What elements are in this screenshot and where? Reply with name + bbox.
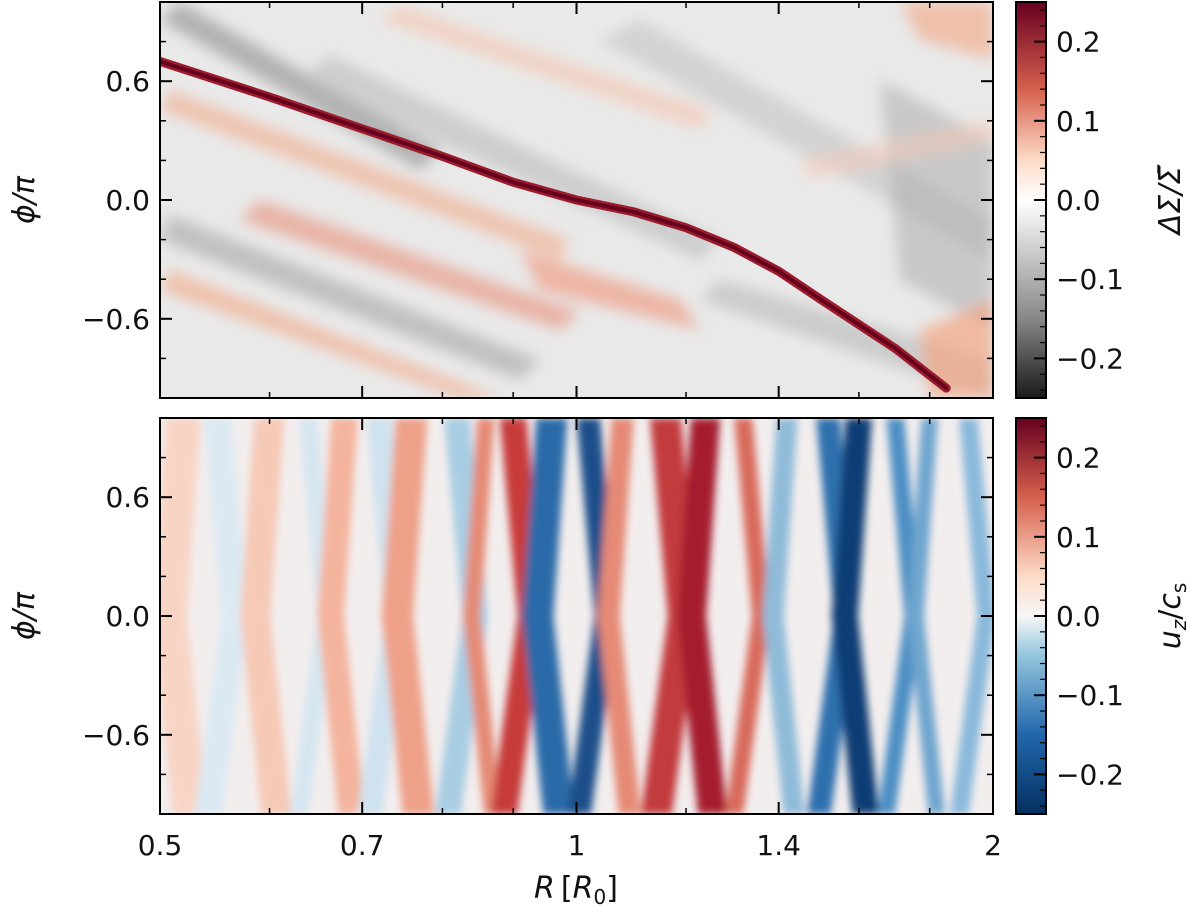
velocity-band	[317, 418, 365, 814]
velocity-band	[463, 418, 502, 814]
top-cbar-tick-label: 0.0	[1056, 184, 1101, 217]
velocity-band	[597, 418, 641, 814]
top-ytick-label: −0.6	[82, 303, 150, 336]
xtick-label: 0.5	[138, 829, 183, 862]
velocity-band	[762, 418, 805, 814]
xtick-label: 2	[984, 829, 1002, 862]
top-ytick-label: 0.0	[105, 184, 150, 217]
top-colorbar-label: ΔΣ/Σ̄	[1153, 164, 1188, 237]
bottom-heatmap	[160, 418, 993, 814]
xtick-label: 1.4	[756, 829, 801, 862]
bottom-cbar-tick-label: −0.1	[1056, 679, 1124, 712]
xtick-label: 0.7	[340, 829, 385, 862]
bottom-ytick-label: −0.6	[82, 719, 150, 752]
velocity-band	[950, 418, 993, 814]
bottom-cbar-tick-label: −0.2	[1056, 758, 1124, 791]
velocity-band	[677, 418, 728, 814]
bottom-ylabel: ϕ/π	[7, 591, 42, 640]
top-cbar-tick-label: 0.2	[1056, 26, 1101, 59]
velocity-band	[289, 418, 336, 814]
bottom-ytick-label: 0.0	[105, 600, 150, 633]
colorbar-ticks: 0.2 0.1 0.0 −0.1 −0.2 0.2 0.1 0.0 −0.1 −0.2	[1034, 9, 1124, 807]
velocity-band	[877, 418, 923, 814]
velocity-band	[831, 418, 879, 814]
x-axis-label-sub: 0	[593, 885, 606, 909]
bottom-cbar-tick-label: 0.2	[1056, 442, 1101, 475]
x-axis-label-R: R	[534, 871, 555, 906]
top-cbar-tick-label: −0.2	[1056, 342, 1124, 375]
top-cbar-tick-label: −0.1	[1056, 263, 1124, 296]
x-axis-label-R0: R	[573, 871, 594, 906]
velocity-band	[240, 418, 292, 814]
bottom-colorbar-label: uz/cs	[1153, 583, 1191, 650]
xtick-label: 1	[568, 829, 586, 862]
velocity-band	[160, 418, 208, 814]
top-ylabel: ϕ/π	[7, 175, 42, 224]
x-axis-label-open: [	[561, 871, 573, 906]
bottom-ytick-label: 0.6	[105, 481, 150, 514]
cbar-label-u: u	[1153, 630, 1188, 649]
axis-ticks: 0.6 0.0 −0.6 0.6 0.0 −0.6 0.5 0.7 1 1.4 2	[82, 1, 1002, 862]
top-cbar-tick-label: 0.1	[1056, 105, 1101, 138]
velocity-band	[907, 418, 945, 814]
cbar-label-c: c	[1153, 593, 1188, 610]
velocity-band	[381, 418, 435, 814]
cbar-label-u-sub: z	[1167, 619, 1191, 631]
velocity-band	[194, 418, 249, 814]
top-heatmap	[160, 2, 993, 398]
velocity-band	[522, 418, 575, 814]
x-axis-label: R [R0]	[534, 871, 618, 909]
bottom-cbar-tick-label: 0.0	[1056, 600, 1101, 633]
top-ytick-label: 0.6	[105, 65, 150, 98]
velocity-band	[725, 418, 771, 814]
x-axis-label-close: ]	[606, 871, 618, 906]
bottom-cbar-tick-label: 0.1	[1056, 521, 1101, 554]
cbar-label-slash: /	[1153, 609, 1188, 620]
cbar-label-c-sub: s	[1167, 583, 1191, 593]
